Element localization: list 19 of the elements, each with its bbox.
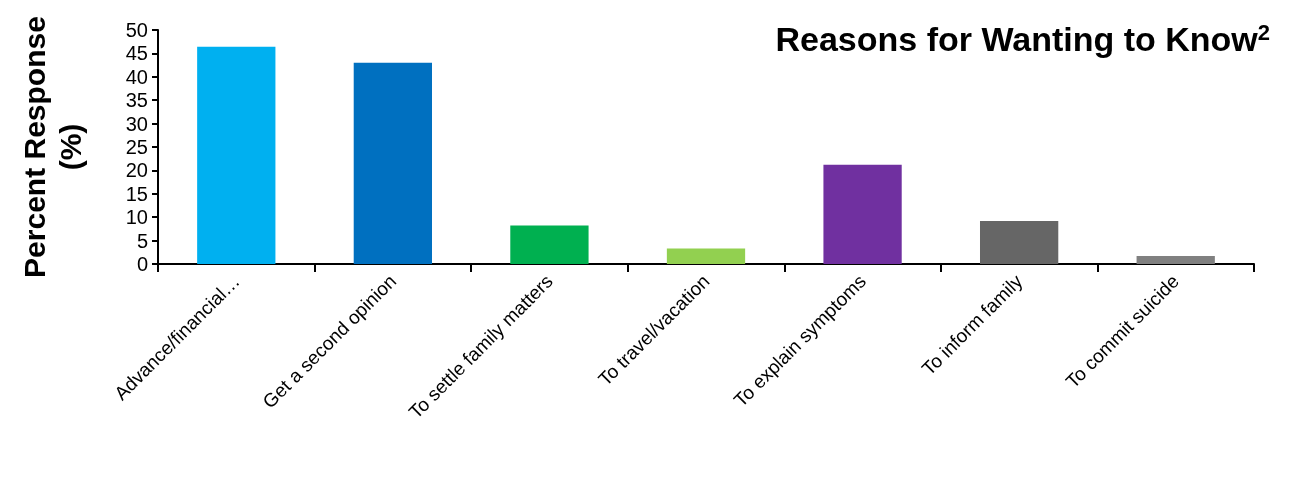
y-tick-label: 40 bbox=[125, 65, 148, 88]
bar bbox=[1136, 256, 1215, 264]
bar bbox=[980, 220, 1059, 264]
bar bbox=[197, 46, 276, 264]
bar bbox=[353, 62, 432, 264]
y-tick-label: 50 bbox=[125, 19, 148, 41]
y-tick-label: 35 bbox=[125, 89, 148, 112]
bar bbox=[823, 164, 902, 264]
y-tick-label: 10 bbox=[125, 206, 148, 229]
y-tick-label: 25 bbox=[125, 136, 148, 158]
y-tick-label: 0 bbox=[136, 253, 148, 275]
bar bbox=[510, 225, 589, 264]
y-tick-label: 20 bbox=[125, 159, 148, 182]
y-tick-label: 45 bbox=[125, 42, 148, 65]
y-tick-label: 30 bbox=[125, 112, 148, 135]
y-axis-title: Percent Response (%) bbox=[17, 16, 87, 278]
bar bbox=[666, 248, 746, 264]
y-tick-label: 15 bbox=[125, 182, 148, 205]
y-tick-label: 5 bbox=[136, 229, 148, 252]
